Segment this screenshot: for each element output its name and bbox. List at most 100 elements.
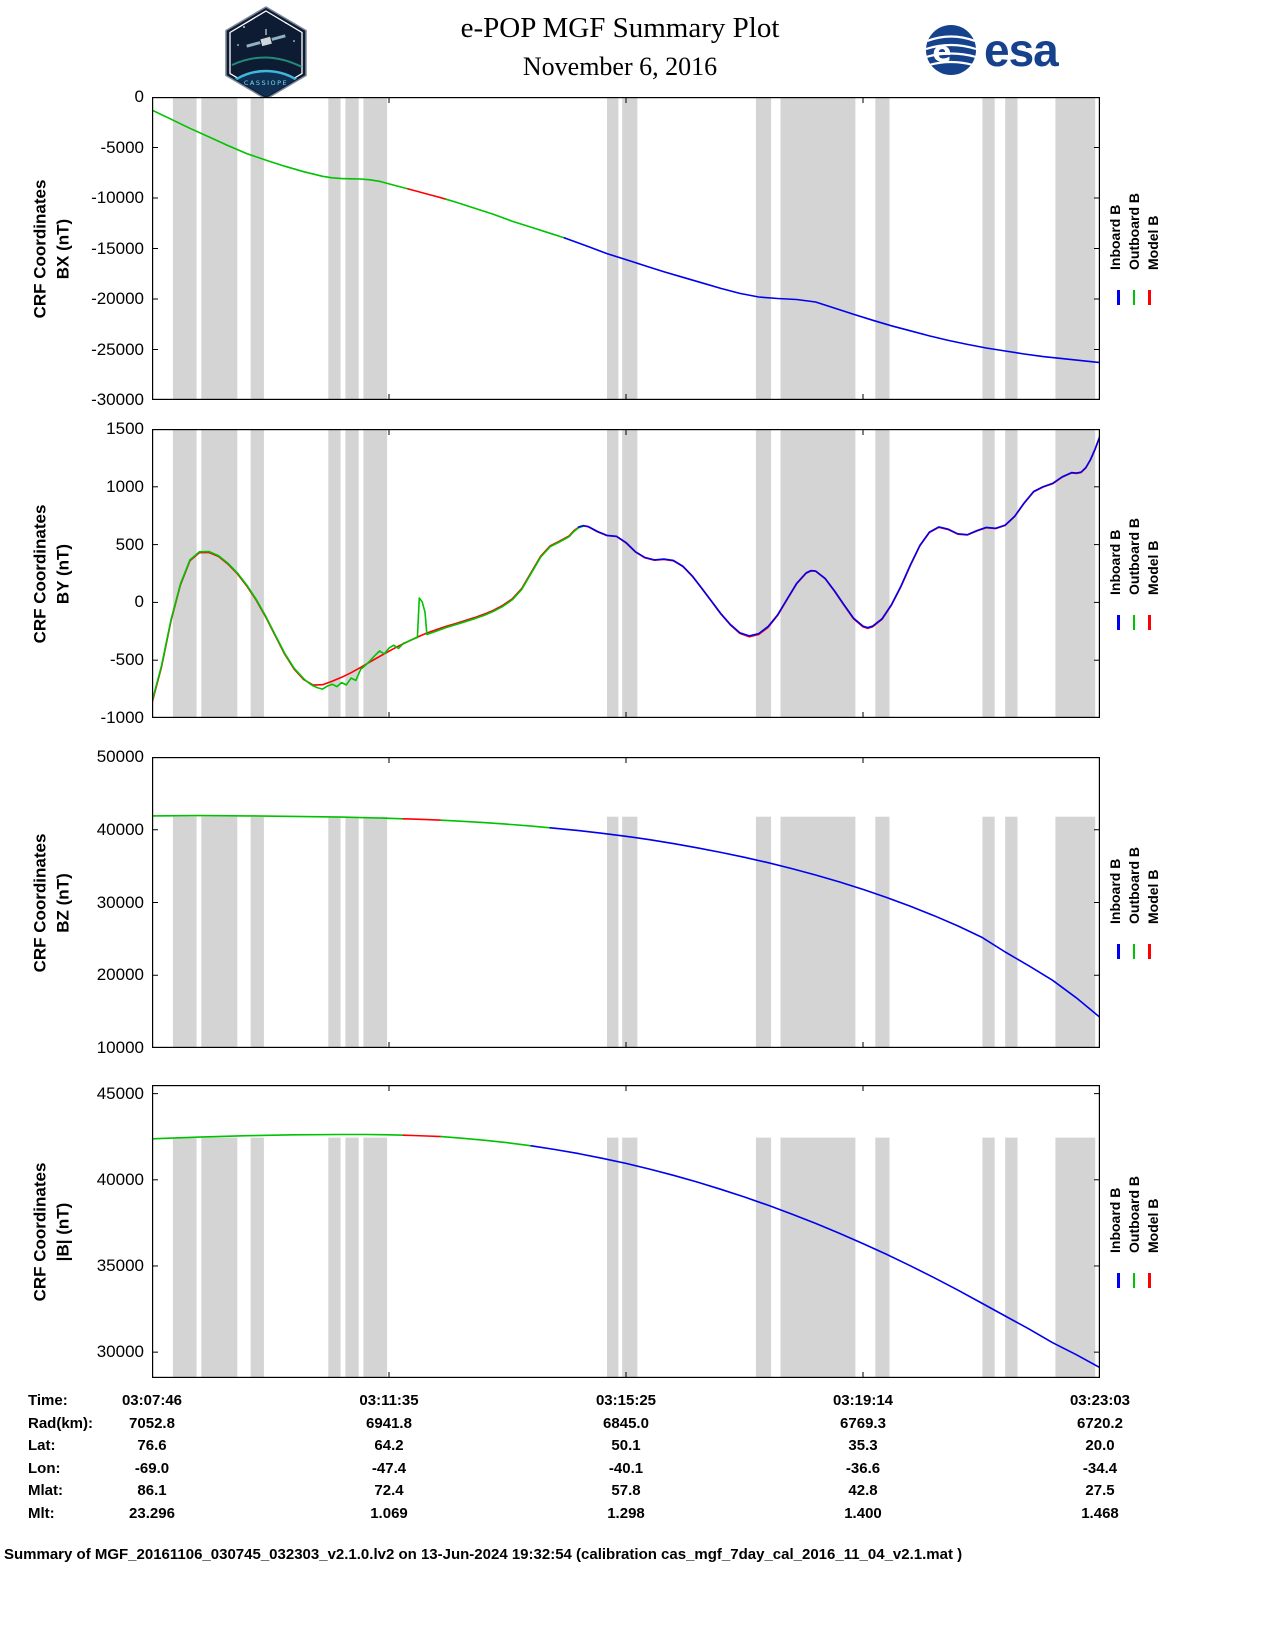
table-cell: -69.0 (134, 1459, 170, 1477)
y-tick-label: 45000 (96, 1083, 144, 1103)
legend-label: Inboard B (1107, 529, 1123, 595)
table-cell: 50.1 (611, 1437, 641, 1455)
legend-by: Inboard B Outboard B Model B (1102, 429, 1166, 718)
esa-logo: e esa (925, 24, 1059, 76)
table-cell: 1.400 (844, 1505, 882, 1522)
table-row-label: Mlt: (28, 1505, 55, 1522)
legend-line-samples (1117, 289, 1151, 305)
table-cell: 35.3 (848, 1437, 878, 1455)
legend-line-sample (1117, 289, 1120, 305)
y-tick-label: 50000 (96, 747, 144, 766)
table-cell: 42.8 (848, 1482, 878, 1500)
y-tick-label: -30000 (91, 390, 144, 409)
table-cell: 57.8 (611, 1482, 641, 1500)
y-axis-label-by: CRF Coordinates BY (nT) (30, 504, 72, 643)
y-tick-label: -25000 (91, 339, 144, 359)
y-tick-label: -5000 (100, 137, 144, 157)
y-tick-label: 0 (134, 87, 144, 106)
page-title: e-POP MGF Summary Plot (460, 12, 780, 44)
legend-line-sample (1132, 289, 1136, 305)
table-cell: 72.4 (374, 1482, 404, 1500)
ephemeris-table: Time: 03:07:46 03:11:35 03:15:25 03:19:14 03:… (0, 1392, 1275, 1532)
table-cell: 03:15:25 (595, 1392, 657, 1409)
legend-label: Outboard B (1126, 192, 1142, 270)
svg-text:e: e (933, 35, 952, 68)
legend-bz: Inboard B Outboard B Model B (1102, 757, 1166, 1048)
legend-bx: Inboard B Outboard B Model B (1102, 97, 1166, 400)
table-cell: 6720.2 (1077, 1414, 1123, 1432)
table-cell: 23.296 (129, 1505, 175, 1522)
table-row-label: Rad(km): (28, 1414, 94, 1432)
legend-line-sample (1132, 943, 1136, 959)
legend-label: Inboard B (1107, 204, 1123, 270)
legend-line-sample (1117, 614, 1120, 630)
y-tick-label: 30000 (96, 1342, 144, 1362)
legend-label: Model B (1145, 540, 1161, 595)
legend-line-sample (1148, 1272, 1151, 1288)
y-tick-label: 1000 (106, 476, 144, 496)
legend-label: Model B (1145, 869, 1161, 924)
y-tick-label: 500 (115, 534, 144, 554)
legend-labels: Inboard B Outboard B Model B (1107, 518, 1161, 595)
legend-line-sample (1148, 943, 1151, 959)
table-cell: 1.468 (1081, 1505, 1119, 1522)
page-date: November 6, 2016 (522, 52, 718, 81)
y-tick-label: -1000 (100, 708, 144, 727)
table-row-label: Lon: (28, 1459, 61, 1477)
y-tick-label: -20000 (91, 289, 144, 308)
y-tick-label: -15000 (91, 238, 144, 258)
table-cell: 03:07:46 (121, 1392, 183, 1409)
legend-line-samples (1117, 614, 1151, 630)
legend-line-sample (1132, 614, 1136, 630)
y-tick-label: 35000 (96, 1255, 144, 1275)
legend-line-samples (1117, 1272, 1151, 1288)
legend-line-samples (1117, 943, 1151, 959)
table-cell: 6845.0 (603, 1414, 649, 1432)
legend-line-sample (1117, 943, 1120, 959)
legend-labels: Inboard B Outboard B Model B (1107, 847, 1161, 924)
table-cell: 86.1 (137, 1482, 167, 1500)
legend-label: Model B (1145, 215, 1161, 270)
table-cell: -36.6 (845, 1459, 881, 1477)
footer-summary-line: Summary of MGF_20161106_030745_032303_v2… (4, 1546, 963, 1563)
header: e-POP MGF Summary Plot November 6, 2016 (0, 12, 1240, 82)
table-cell: 1.298 (607, 1505, 645, 1522)
legend-bmag: Inboard B Outboard B Model B (1102, 1085, 1166, 1378)
esa-emblem-icon: e (925, 25, 977, 75)
legend-labels: Inboard B Outboard B Model B (1107, 193, 1161, 270)
table-cell: 6941.8 (366, 1414, 412, 1432)
table-cell: 03:11:35 (359, 1392, 419, 1409)
plot-panel-bz (152, 757, 1100, 1048)
y-tick-label: 40000 (96, 819, 144, 839)
y-tick-label: 40000 (96, 1169, 144, 1189)
table-cell: -47.4 (371, 1459, 407, 1477)
patch-mission-name: CASSIOPE (244, 79, 288, 87)
table-cell: 64.2 (374, 1437, 404, 1455)
cassiope-mission-patch-icon: CASSIOPE (225, 6, 307, 99)
y-tick-label: 10000 (96, 1038, 144, 1057)
plot-panel-bmag (152, 1085, 1100, 1378)
legend-line-sample (1148, 614, 1151, 630)
y-tick-label: 0 (134, 592, 144, 612)
legend-label: Outboard B (1126, 517, 1142, 595)
y-tick-label: 30000 (96, 892, 144, 912)
table-cell: 76.6 (137, 1437, 167, 1455)
y-tick-label: 20000 (96, 965, 144, 985)
table-row-label: Time: (28, 1392, 68, 1409)
y-axis-label-bmag: CRF Coordinates |B| (nT) (30, 1162, 72, 1301)
table-cell: -34.4 (1082, 1459, 1118, 1477)
legend-label: Outboard B (1126, 846, 1142, 924)
legend-label: Inboard B (1107, 858, 1123, 924)
table-cell: 6769.3 (840, 1414, 886, 1432)
patch-aurora (231, 56, 303, 68)
table-cell: 03:19:14 (832, 1392, 894, 1409)
legend-line-sample (1148, 289, 1151, 305)
table-row-label: Mlat: (28, 1482, 63, 1500)
table-cell: 27.5 (1085, 1482, 1115, 1500)
y-tick-label: 1500 (106, 419, 144, 438)
table-cell: 1.069 (370, 1505, 408, 1522)
table-cell: 03:23:03 (1069, 1392, 1131, 1409)
y-tick-label: -10000 (91, 188, 144, 207)
y-tick-label: -500 (109, 650, 144, 670)
